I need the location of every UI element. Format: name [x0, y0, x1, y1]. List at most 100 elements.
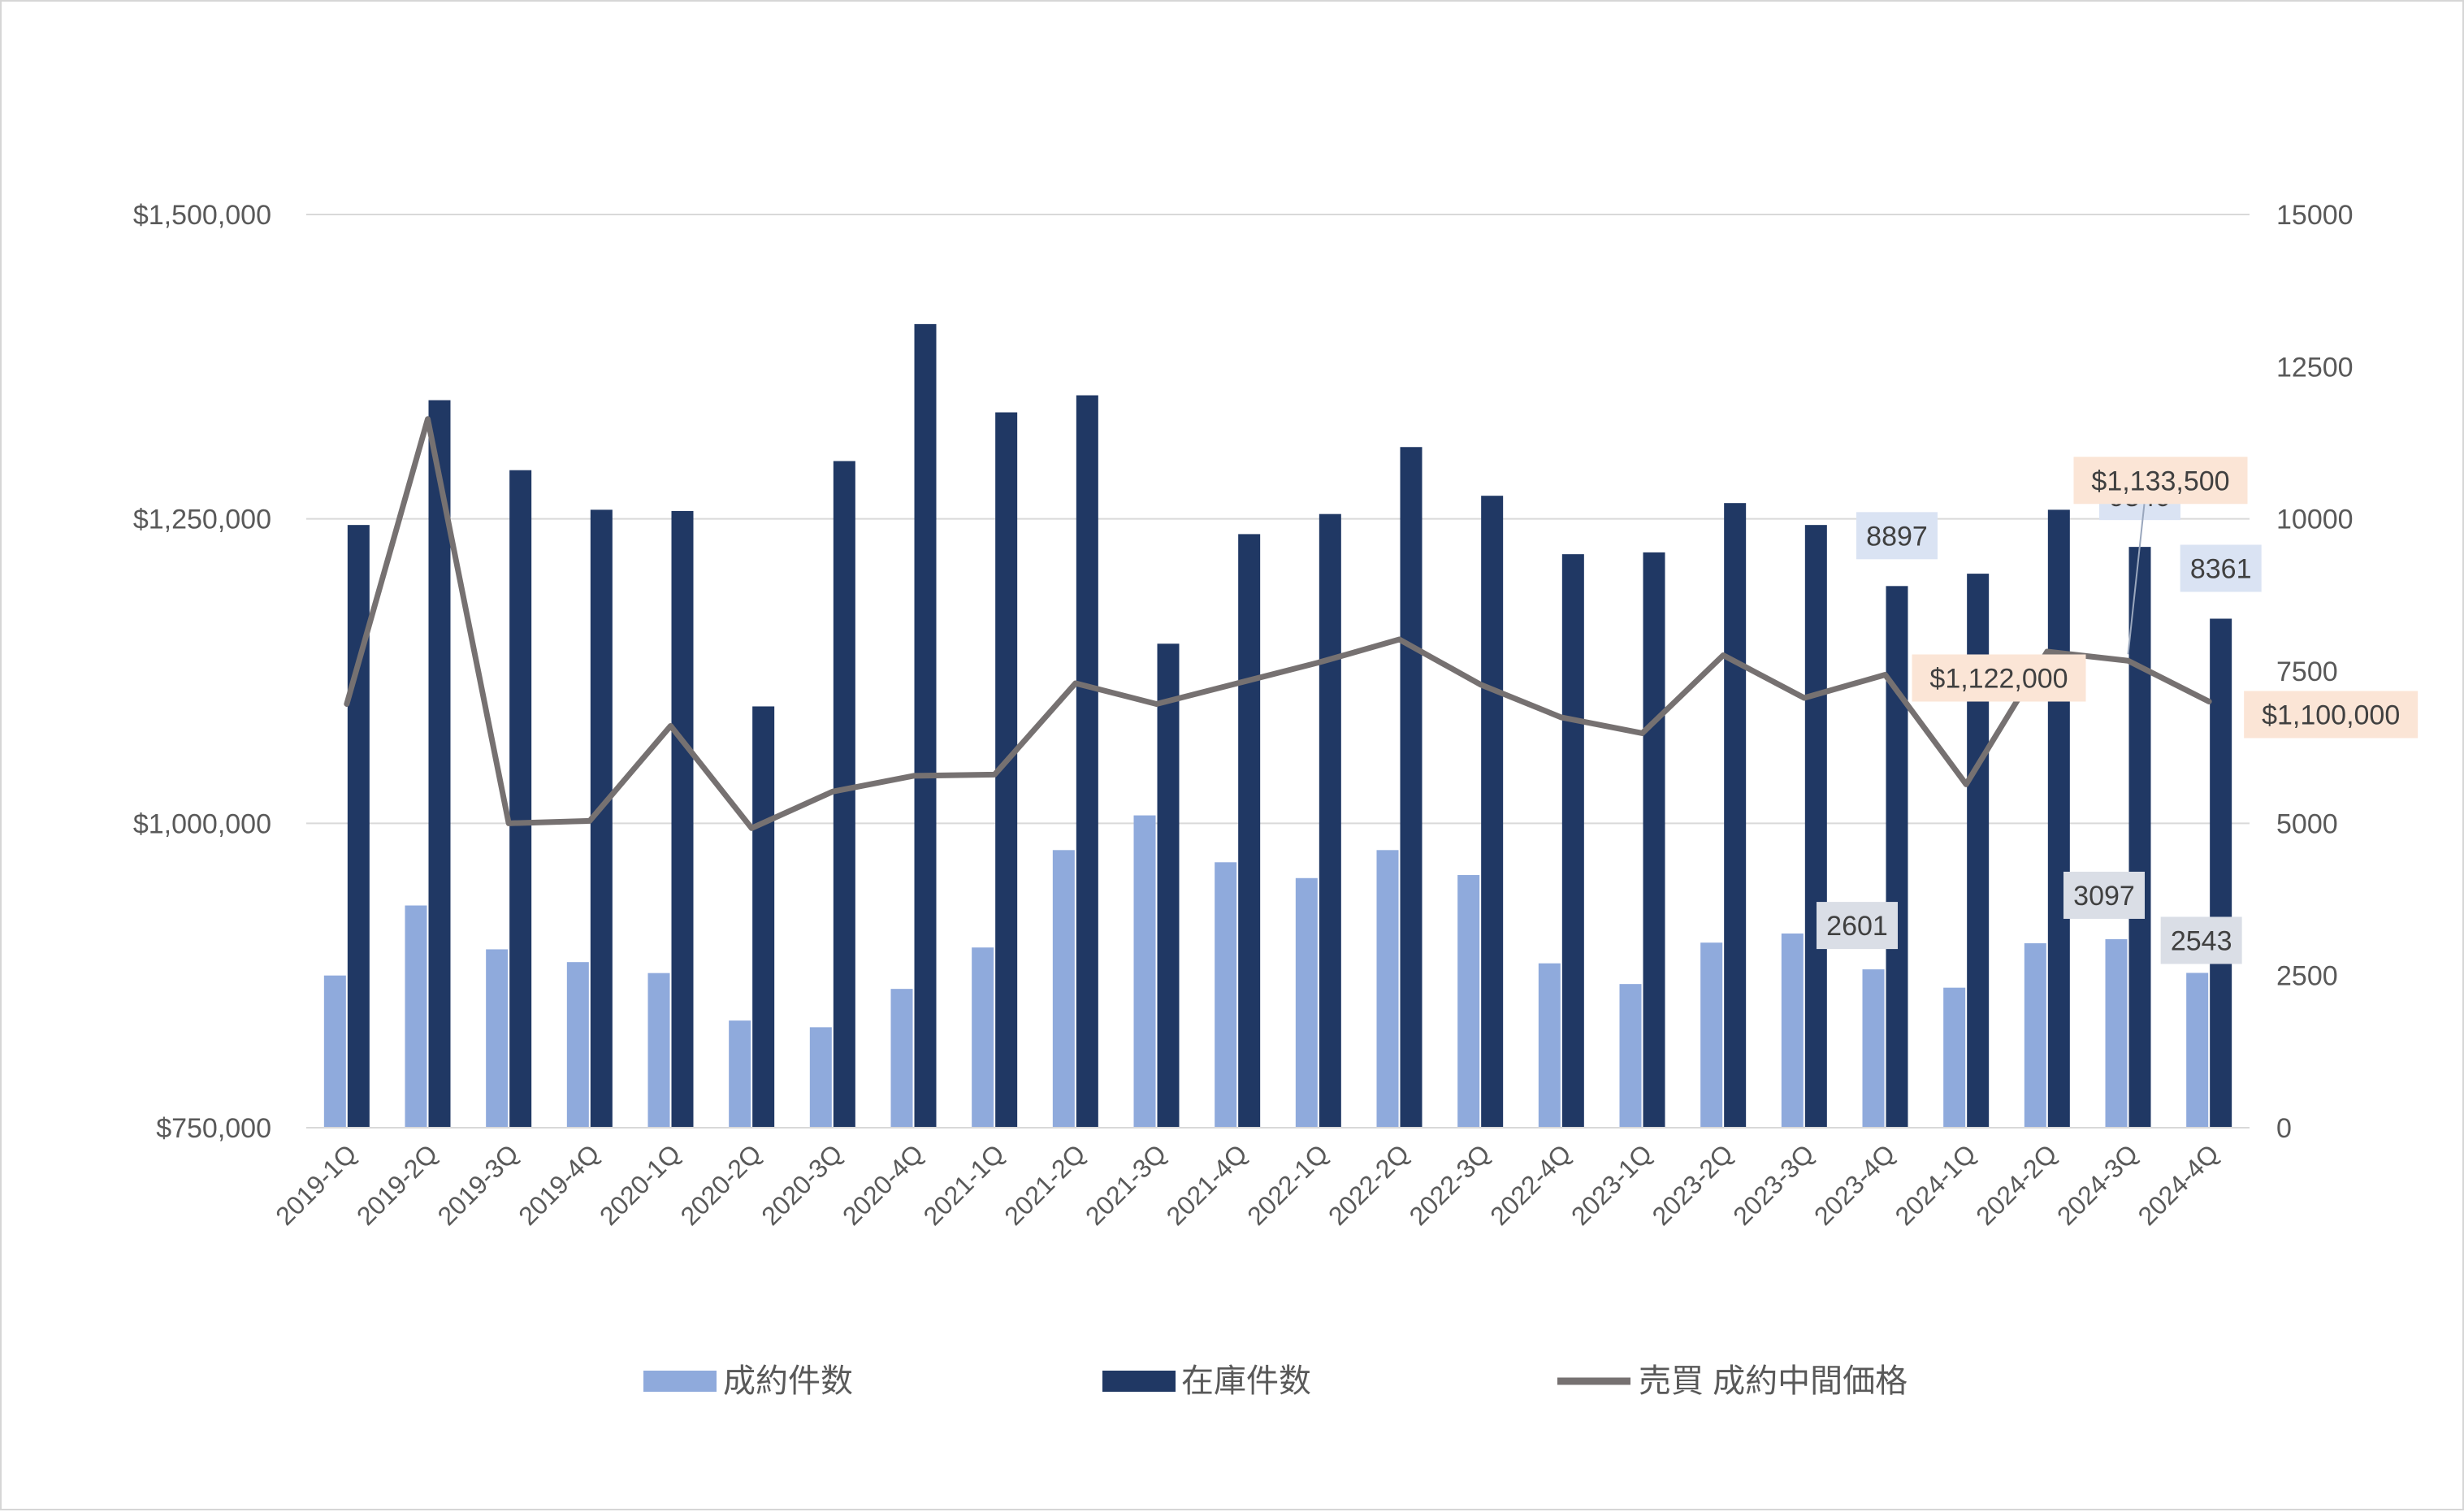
- data-label-bg: [2073, 457, 2248, 505]
- left-axis-ticks: $750,000 $1,000,000 $1,250,000 $1,500,000: [133, 200, 271, 1144]
- bar-sales: [1215, 862, 1237, 1128]
- price-line: [344, 416, 2212, 831]
- bar-sales: [1943, 987, 1966, 1128]
- bar-sales: [2024, 942, 2046, 1128]
- left-axis-tick-label: $1,000,000: [133, 808, 271, 839]
- x-axis-tick-label: 2023-3Q: [1727, 1138, 1820, 1231]
- left-axis-tick-label: $1,250,000: [133, 505, 271, 535]
- data-labels: 889795408361260130972543$1,122,000$1,133…: [1817, 457, 2419, 964]
- legend-swatch-sales: [643, 1371, 717, 1392]
- x-axis-tick-label: 2020-2Q: [675, 1138, 768, 1231]
- data-label-bg: [1856, 512, 1938, 560]
- data-label-bg: [2244, 691, 2419, 739]
- bar-sales: [2105, 938, 2128, 1128]
- x-axis-tick-label: 2023-2Q: [1647, 1138, 1739, 1231]
- x-axis-tick-label: 2022-2Q: [1323, 1138, 1415, 1231]
- right-axis-tick-label: 10000: [2276, 505, 2354, 535]
- bar-sales: [972, 947, 994, 1128]
- x-axis-tick-label: 2020-4Q: [837, 1138, 929, 1231]
- bar-sales: [2186, 973, 2209, 1128]
- x-axis-tick-label: 2022-1Q: [1241, 1138, 1334, 1231]
- bar-inventory: [914, 323, 937, 1128]
- x-axis-tick-label: 2019-4Q: [513, 1138, 605, 1231]
- bar-inventory: [1319, 513, 1341, 1128]
- x-axis-tick-label: 2020-3Q: [756, 1138, 848, 1231]
- bar-sales: [323, 975, 346, 1128]
- bar-sales: [1133, 815, 1156, 1128]
- data-label-leader: [2127, 504, 2146, 655]
- data-label: $1,100,000: [2262, 700, 2400, 730]
- data-label: 8361: [2190, 553, 2252, 584]
- x-axis-tick-label: 2024-1Q: [1890, 1138, 1982, 1231]
- right-axis-tick-label: 5000: [2276, 808, 2338, 839]
- data-label-bg: [2180, 544, 2262, 592]
- data-label-bg: [2160, 916, 2242, 964]
- bar-inventory: [2047, 509, 2070, 1128]
- bar-inventory: [2210, 618, 2232, 1128]
- bar-inventory: [1724, 503, 1747, 1128]
- bar-inventory: [671, 510, 694, 1128]
- left-axis-tick-label: $1,500,000: [133, 200, 271, 231]
- data-label-bg: [2063, 871, 2145, 919]
- bar-sales: [1619, 984, 1642, 1128]
- bars: [323, 323, 2232, 1129]
- legend-swatch-inventory: [1102, 1371, 1176, 1392]
- right-axis-tick-label: 2500: [2276, 961, 2338, 992]
- data-label: 2543: [2171, 925, 2232, 956]
- bar-sales: [486, 949, 509, 1128]
- bar-sales: [1862, 969, 1885, 1128]
- legend-label-sales: 成約件数: [723, 1363, 853, 1399]
- data-label: 3097: [2073, 881, 2135, 912]
- bar-inventory: [1238, 534, 1261, 1128]
- left-axis-tick-label: $750,000: [156, 1113, 271, 1144]
- legend-label-inventory: 在庫件数: [1181, 1363, 1311, 1399]
- data-label: $1,133,500: [2091, 466, 2229, 496]
- bar-inventory: [2128, 547, 2151, 1128]
- x-axis-tick-label: 2021-3Q: [1080, 1138, 1172, 1231]
- right-axis-ticks: 0 2500 5000 7500 10000 12500 15000: [2276, 200, 2354, 1144]
- bar-sales: [566, 962, 589, 1128]
- x-axis-tick-label: 2022-3Q: [1404, 1138, 1496, 1231]
- right-axis-tick-label: 0: [2276, 1113, 2292, 1144]
- data-label: 2601: [1826, 911, 1888, 942]
- bar-inventory: [752, 706, 775, 1128]
- bar-inventory: [1886, 586, 1908, 1128]
- x-axis-tick-label: 2020-1Q: [594, 1138, 686, 1231]
- x-axis-tick-label: 2024-4Q: [2133, 1138, 2225, 1231]
- bar-inventory: [1561, 554, 1584, 1128]
- bar-sales: [1700, 942, 1723, 1128]
- data-label-bg: [1912, 654, 2086, 702]
- bar-inventory: [833, 461, 855, 1128]
- data-label-bg: [1817, 902, 1898, 950]
- x-axis-tick-label: 2024-3Q: [2051, 1138, 2144, 1231]
- x-axis-tick-label: 2019-1Q: [270, 1138, 362, 1231]
- right-axis-tick-label: 7500: [2276, 656, 2338, 687]
- bar-sales: [1295, 877, 1318, 1128]
- bar-sales: [1457, 875, 1480, 1128]
- bar-inventory: [1157, 643, 1180, 1128]
- bar-inventory: [1481, 496, 1504, 1128]
- bar-inventory: [1643, 552, 1665, 1128]
- data-label: $1,122,000: [1929, 663, 2068, 694]
- legend-label-price: 売買 成約中間価格: [1639, 1363, 1908, 1399]
- x-axis-tick-label: 2021-4Q: [1161, 1138, 1254, 1231]
- legend: 成約件数 在庫件数 売買 成約中間価格: [643, 1363, 1908, 1399]
- x-axis-tick-label: 2024-2Q: [1970, 1138, 2063, 1231]
- x-axis-tick-label: 2023-1Q: [1565, 1138, 1658, 1231]
- bar-inventory: [1400, 447, 1423, 1128]
- bar-sales: [1781, 933, 1804, 1128]
- bar-sales: [1538, 963, 1561, 1128]
- x-axis-tick-label: 2019-2Q: [351, 1138, 444, 1231]
- bar-sales: [647, 973, 670, 1128]
- x-axis-tick-label: 2019-3Q: [432, 1138, 525, 1231]
- bar-sales: [809, 1027, 832, 1128]
- bar-sales: [729, 1020, 751, 1128]
- bar-sales: [1376, 850, 1399, 1128]
- x-axis-tick-label: 2021-1Q: [918, 1138, 1011, 1231]
- bar-inventory: [1804, 525, 1827, 1128]
- price-line-path: [344, 416, 2212, 831]
- bar-sales: [1052, 850, 1075, 1128]
- bar-sales: [405, 905, 427, 1128]
